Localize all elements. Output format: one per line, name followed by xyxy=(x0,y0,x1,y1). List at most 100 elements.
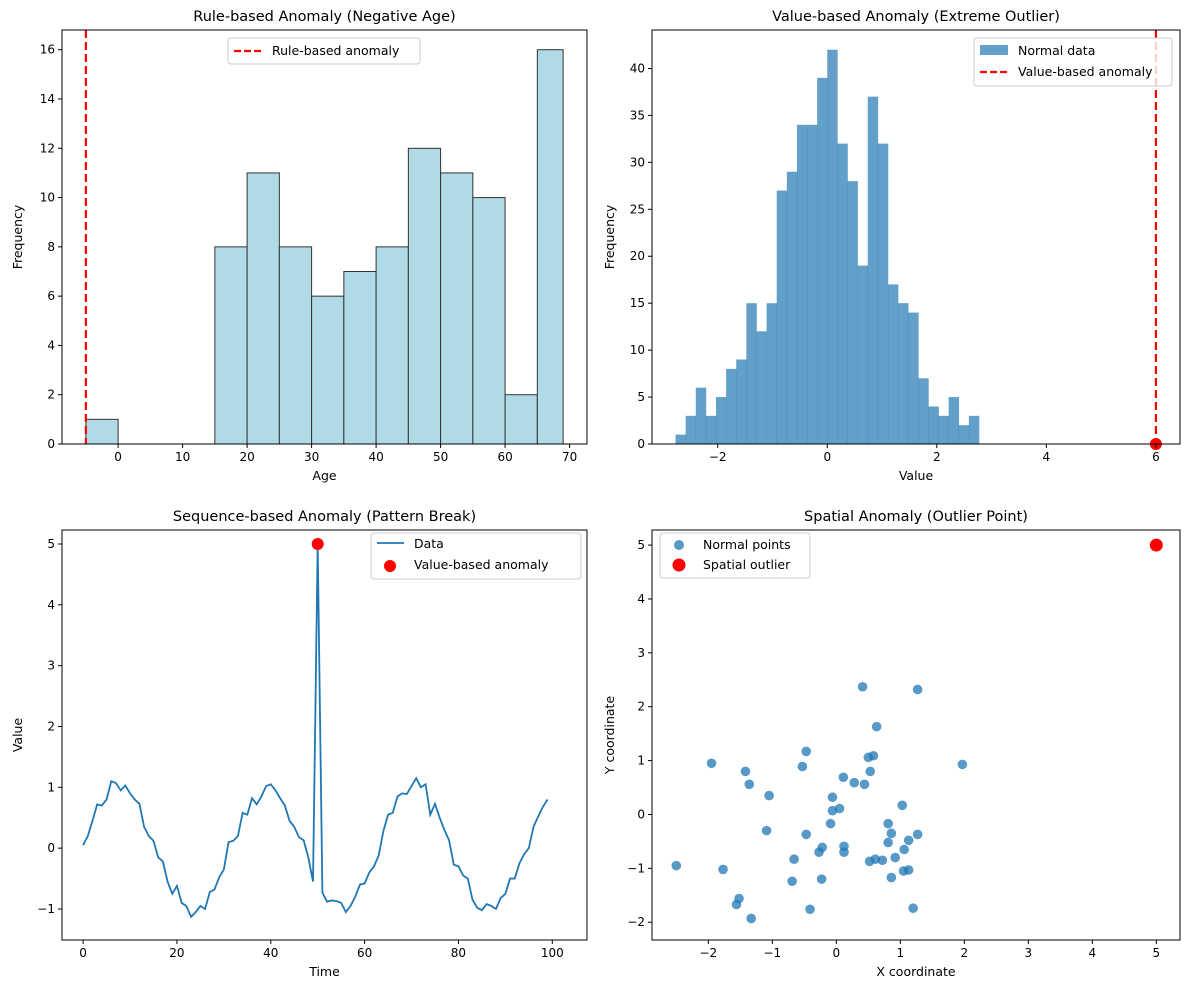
histogram-bar xyxy=(472,197,506,445)
axes-frame xyxy=(651,529,1181,941)
axes-frame xyxy=(61,529,588,941)
scatter-point xyxy=(801,746,812,757)
y-tick-label: 5 xyxy=(47,537,55,551)
scatter-point xyxy=(871,721,882,732)
scatter-point xyxy=(912,684,923,695)
y-tick-label: 16 xyxy=(40,43,55,57)
subplot-4: −2 −1 0 1 2 3 4 5 −2 −1 0 1 2 3 4 5 Spatial Anomaly (Out… xyxy=(602,509,1181,979)
y-tick-label: 2 xyxy=(47,388,55,402)
y-tick-label: 0 xyxy=(47,841,55,855)
histogram-bar xyxy=(675,434,686,444)
histogram-bar xyxy=(278,246,313,445)
histogram-bar xyxy=(716,397,727,444)
histogram-bar xyxy=(827,49,838,444)
scatter-point xyxy=(899,844,909,855)
y-tick-label: 20 xyxy=(630,249,645,263)
y-tick-label: 4 xyxy=(47,598,55,612)
y-tick-label: 6 xyxy=(47,289,55,303)
scatter-point xyxy=(908,903,918,914)
histogram-bar xyxy=(968,415,980,444)
x-tick-label: 0 xyxy=(79,946,87,960)
y-tick-label: 30 xyxy=(630,155,645,169)
y-tick-label: 8 xyxy=(47,240,55,254)
scatter-point xyxy=(805,904,815,915)
histogram-bar xyxy=(918,378,929,444)
scatter-point xyxy=(859,779,870,790)
x-tick-label: 4 xyxy=(1043,450,1051,464)
scatter-point xyxy=(761,825,772,836)
histogram-bar xyxy=(776,190,788,444)
histogram-bar xyxy=(837,143,848,444)
scatter-point xyxy=(801,829,812,840)
scatter-point xyxy=(897,800,908,811)
histogram-bar xyxy=(246,172,280,445)
legend-box xyxy=(370,532,582,580)
histogram-bar xyxy=(766,303,777,444)
histogram-bar xyxy=(887,284,899,444)
chart-title: Value-based Anomaly (Extreme Outlier) xyxy=(772,9,1060,25)
x-tick-label: 50 xyxy=(433,450,448,464)
legend-box xyxy=(973,37,1173,87)
y-tick-label: 0 xyxy=(637,437,645,451)
scatter-point xyxy=(746,913,756,924)
scatter-point xyxy=(744,779,755,790)
scatter-point xyxy=(789,854,799,864)
histogram-bar xyxy=(536,49,564,445)
scatter-point xyxy=(912,829,923,840)
legend-bar-icon xyxy=(980,45,1008,55)
x-tick-label: 10 xyxy=(175,450,190,464)
scatter-point xyxy=(797,761,808,772)
subplot-1: 0 10 20 30 40 50 60 70 0 2 4 6 8 10 12 14 16 Rule-based A… xyxy=(10,9,588,483)
anomaly-point xyxy=(311,537,324,550)
outlier-point xyxy=(1149,538,1163,552)
x-axis-label: Time xyxy=(308,964,340,979)
scatter-point xyxy=(838,772,849,783)
y-tick-label: −2 xyxy=(627,915,645,929)
legend-label: Rule-based anomaly xyxy=(272,43,400,58)
x-tick-label: 3 xyxy=(1024,946,1032,960)
scatter-point xyxy=(825,818,836,829)
histogram-bar xyxy=(85,418,119,445)
histogram-bar xyxy=(807,124,818,444)
x-tick-label: 20 xyxy=(169,946,184,960)
x-tick-label: 60 xyxy=(497,450,512,464)
histogram-bar xyxy=(796,124,808,444)
x-tick-label: 30 xyxy=(304,450,319,464)
scatter-point xyxy=(718,864,728,875)
x-tick-label: 40 xyxy=(263,946,278,960)
histogram-bar xyxy=(857,265,869,444)
histogram-bar xyxy=(214,246,248,445)
histogram-bar xyxy=(375,246,409,445)
histogram-bar xyxy=(343,271,377,445)
axes-frame xyxy=(61,29,588,445)
y-tick-label: 0 xyxy=(637,807,645,821)
x-axis-label: Age xyxy=(312,468,336,483)
y-axis-label: Value xyxy=(10,718,25,753)
scatter-point xyxy=(868,750,879,761)
x-tick-label: 70 xyxy=(562,450,577,464)
histogram-bar xyxy=(695,387,707,444)
y-tick-label: 5 xyxy=(637,390,645,404)
legend-dot-icon xyxy=(384,560,396,572)
legend-box xyxy=(227,37,421,65)
scatter-point xyxy=(883,837,893,848)
y-tick-label: 14 xyxy=(40,92,55,106)
scatter-point xyxy=(816,874,827,884)
x-tick-label: 100 xyxy=(541,946,564,960)
scatter-point xyxy=(886,872,897,883)
scatter-point xyxy=(706,758,717,769)
y-tick-label: 4 xyxy=(637,592,645,606)
legend-dot-icon xyxy=(674,540,684,550)
y-tick-label: 1 xyxy=(637,754,645,768)
scatter-point xyxy=(890,852,900,863)
chart-title: Sequence-based Anomaly (Pattern Break) xyxy=(173,509,476,525)
y-tick-label: −1 xyxy=(627,861,645,875)
histogram-bar xyxy=(311,295,345,445)
scatter-point xyxy=(903,835,914,846)
y-tick-label: 10 xyxy=(40,191,55,205)
y-axis-label: Frequency xyxy=(10,204,25,269)
y-tick-label: 25 xyxy=(630,202,645,216)
histogram-bar xyxy=(736,359,747,444)
chart-title: Spatial Anomaly (Outlier Point) xyxy=(804,509,1028,525)
